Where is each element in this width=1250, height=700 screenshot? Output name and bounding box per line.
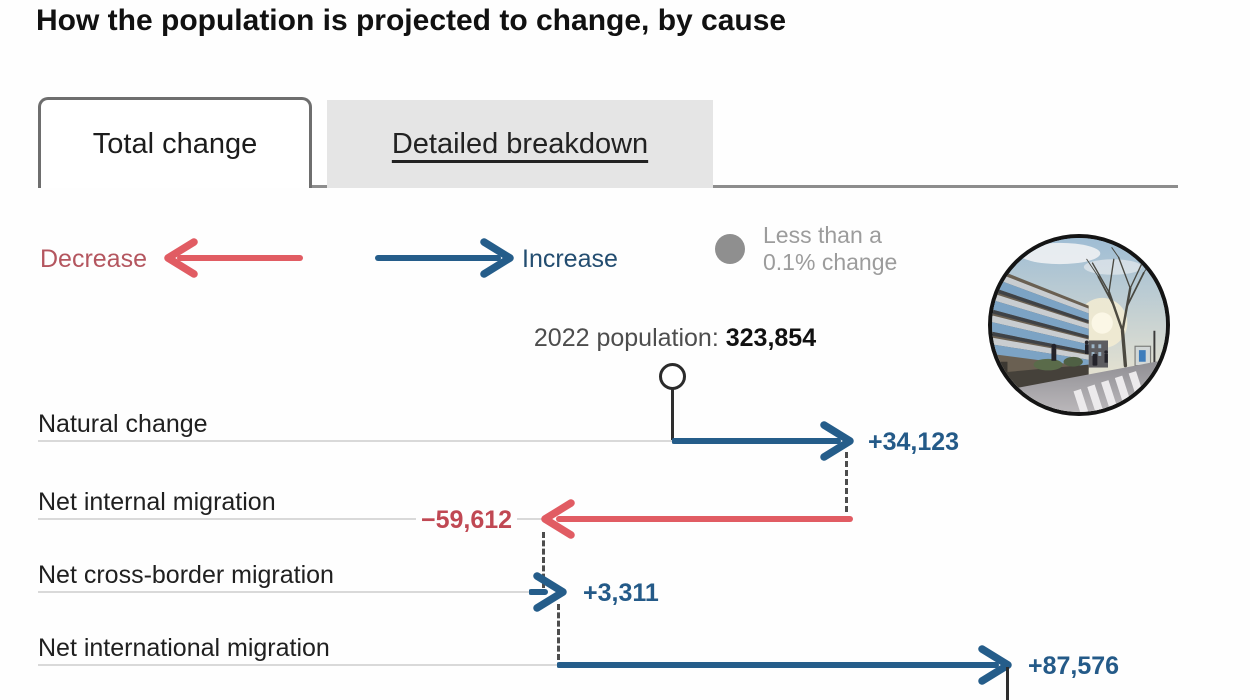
increase-arrow-icon — [375, 238, 514, 278]
row-label-net-international-migration: Net international migration — [38, 634, 330, 662]
decrease-arrow-icon — [164, 238, 303, 278]
start-population-circle-icon — [659, 363, 686, 390]
row-baseline — [38, 440, 674, 442]
row-value-net-internal-migration: −59,612 — [416, 506, 518, 535]
row-baseline — [38, 591, 538, 593]
row-value-net-international-migration: +87,576 — [1028, 652, 1120, 680]
natural-change-increase-arrow — [672, 421, 854, 461]
connector-dashed-line — [542, 532, 545, 588]
housing-estate-illustration — [992, 238, 1166, 412]
row-label-natural-change: Natural change — [38, 410, 208, 438]
start-population-value: 323,854 — [725, 324, 817, 352]
end-connector-line — [1006, 667, 1009, 700]
row-value-natural-change: +34,123 — [868, 428, 960, 456]
tab-total-change-label: Total change — [92, 127, 258, 160]
tab-detailed-breakdown[interactable]: Detailed breakdown — [327, 100, 713, 188]
neutral-dot-icon — [715, 234, 745, 264]
legend-neutral-label: Less than a 0.1% change — [763, 222, 897, 276]
legend-increase-label: Increase — [522, 245, 618, 273]
net-cross-border-migration-increase-arrow — [529, 572, 567, 612]
row-baseline — [38, 518, 545, 520]
start-connector-line — [671, 389, 674, 442]
legend-decrease-label: Decrease — [40, 245, 147, 273]
legend-neutral-line1: Less than a — [763, 222, 882, 248]
net-international-migration-increase-arrow — [557, 645, 1012, 685]
legend-neutral-line2: 0.1% change — [763, 249, 898, 275]
row-baseline — [38, 664, 559, 666]
start-population-annotation: 2022 population: 323,854 — [480, 324, 870, 353]
row-label-net-cross-border-migration: Net cross-border migration — [38, 561, 334, 589]
start-population-label: 2022 population: — [533, 324, 719, 352]
page-title: How the population is projected to chang… — [36, 3, 787, 37]
connector-dashed-line — [845, 452, 848, 512]
housing-estate-photo — [988, 234, 1170, 416]
row-label-net-internal-migration: Net internal migration — [38, 488, 276, 516]
tab-detailed-breakdown-label: Detailed breakdown — [391, 127, 649, 160]
row-value-net-cross-border-migration: +3,311 — [583, 579, 659, 607]
tab-divider-rule — [311, 185, 1178, 188]
net-internal-migration-decrease-arrow — [541, 499, 853, 539]
connector-dashed-line — [557, 604, 560, 660]
tab-total-change[interactable]: Total change — [38, 97, 312, 188]
